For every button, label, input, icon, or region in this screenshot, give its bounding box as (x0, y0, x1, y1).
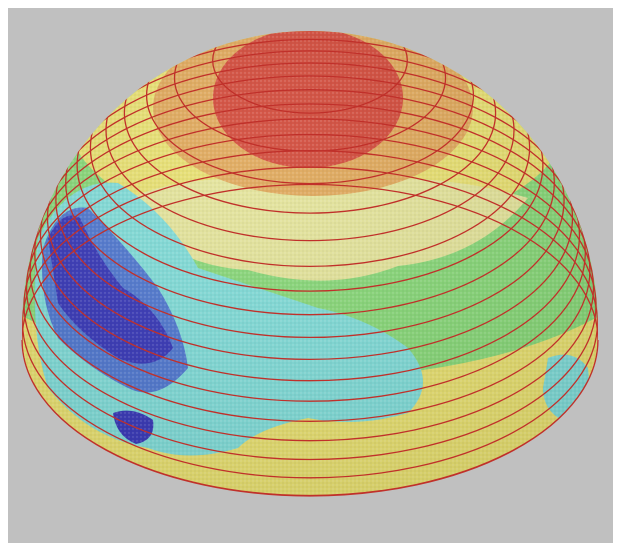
contour-line (105, 31, 515, 242)
contour-line (34, 103, 586, 402)
contour-line (29, 118, 591, 422)
dome-base-rim (21, 339, 599, 497)
contour-line (89, 31, 531, 268)
contour-line (22, 166, 598, 479)
contour-line (39, 89, 581, 382)
contour-line (65, 50, 555, 316)
hemisphere-scene (8, 8, 613, 543)
contour-line (145, 31, 475, 185)
contour-line (212, 31, 408, 114)
render-viewport (8, 8, 613, 543)
surface-shading (22, 31, 598, 496)
contour-line (123, 31, 497, 214)
hemisphere-surface (22, 31, 598, 496)
contour-line (46, 75, 574, 361)
contour-line (55, 62, 565, 339)
contour-line (76, 38, 544, 292)
contour-lines (22, 31, 598, 496)
contour-line (173, 31, 447, 152)
contour-line (25, 133, 595, 442)
